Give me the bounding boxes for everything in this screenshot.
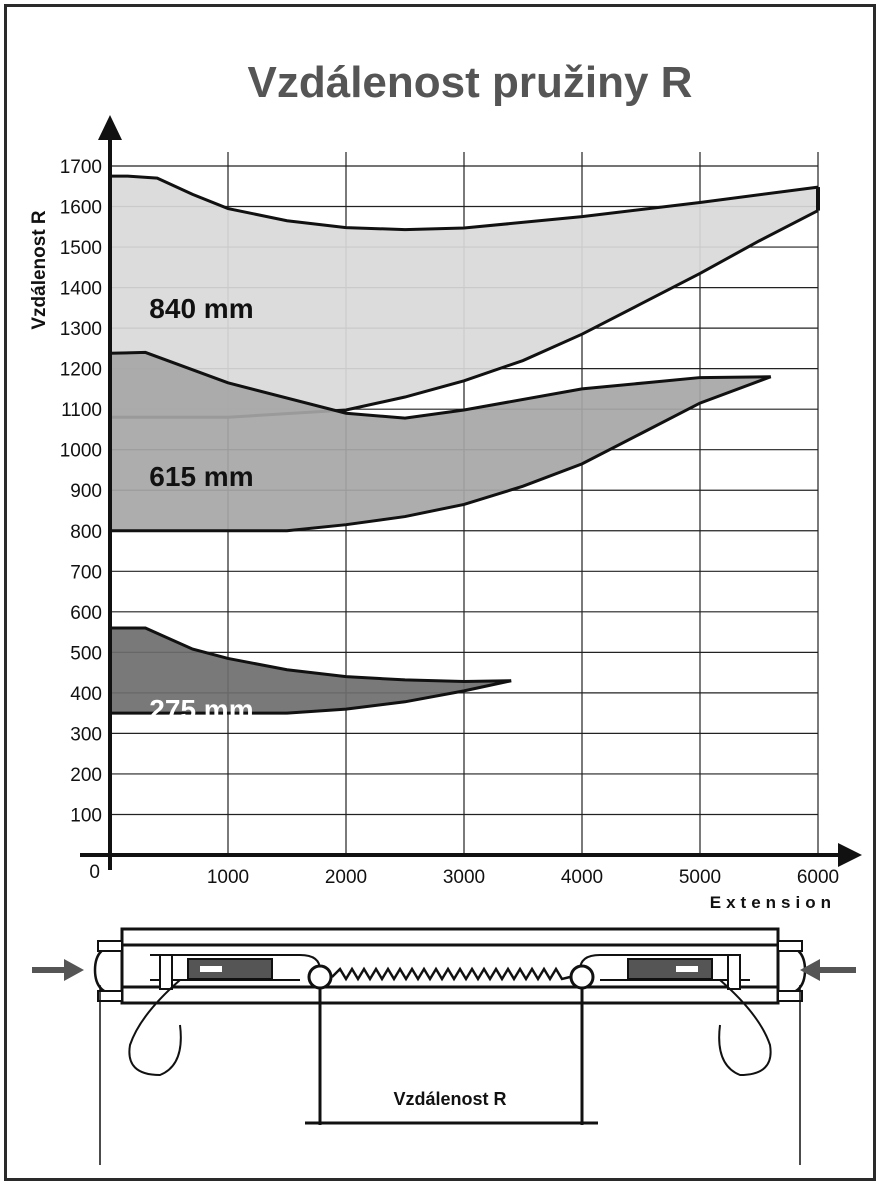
y-axis-label: Vzdálenost R xyxy=(29,210,50,330)
y-tick-label: 1200 xyxy=(60,360,102,381)
band-upper-line-0 xyxy=(110,174,819,232)
y-tick-label: 800 xyxy=(70,522,102,543)
bands xyxy=(109,174,820,715)
band-area-1 xyxy=(110,352,771,531)
y-tick-label: 700 xyxy=(70,562,102,583)
x-axis-arrow xyxy=(838,843,862,867)
band-label-1: 615 mm xyxy=(149,461,253,492)
y-tick-label: 1500 xyxy=(60,238,102,259)
spring-diagram: Vzdálenost R xyxy=(32,927,856,1165)
origin-tick-label: 0 xyxy=(89,862,100,883)
x-tick-label: 1000 xyxy=(207,867,249,888)
chart-svg: 100 200 300 400 500 600 700 800 900 1000 1100 1200 1… xyxy=(29,115,862,912)
y-tick-label: 1000 xyxy=(60,441,102,462)
band-label-0: 840 mm xyxy=(149,293,253,324)
chart-title: Vzdálenost pružiny R xyxy=(247,58,693,107)
band-area-0 xyxy=(110,176,818,418)
x-tick-label: 3000 xyxy=(443,867,485,888)
frame-rail-bottom xyxy=(120,985,780,1005)
band-labels: 840 mm 615 mm 275 mm xyxy=(149,293,253,725)
y-tick-label: 200 xyxy=(70,765,102,786)
band-lower-line-1 xyxy=(110,375,772,533)
y-tick-label: 100 xyxy=(70,805,102,826)
x-axis-label: Extension xyxy=(710,893,836,912)
spring-block-right xyxy=(627,958,713,980)
spring-coil xyxy=(331,966,571,982)
y-tick-label: 300 xyxy=(70,724,102,745)
y-tick-label: 900 xyxy=(70,481,102,502)
x-tick-label: 5000 xyxy=(679,867,721,888)
y-tick-label: 400 xyxy=(70,684,102,705)
y-tick-label: 1300 xyxy=(60,319,102,340)
y-tick-label: 600 xyxy=(70,603,102,624)
y-tick-label: 1100 xyxy=(61,400,102,421)
tick-labels: 100 200 300 400 500 600 700 800 900 1000 1100 1200 1… xyxy=(60,157,839,888)
y-tick-label: 1700 xyxy=(60,157,102,178)
y-tick-label: 1400 xyxy=(60,279,102,300)
band-area-2 xyxy=(110,628,512,714)
y-tick-label: 1600 xyxy=(60,198,102,219)
distance-label: Vzdálenost R xyxy=(393,1089,506,1109)
x-tick-label: 2000 xyxy=(325,867,367,888)
spring-block-left xyxy=(187,958,273,980)
band-upper-line-1 xyxy=(109,350,771,420)
frame-rail-top xyxy=(120,927,780,947)
axes xyxy=(80,115,862,870)
figure-frame xyxy=(4,4,876,1181)
pulley-left xyxy=(307,964,333,990)
band-upper-line-2 xyxy=(110,626,512,684)
y-tick-label: 500 xyxy=(70,643,102,664)
pulley-right xyxy=(569,964,595,990)
band-lower-line-2 xyxy=(110,679,512,715)
x-tick-label: 6000 xyxy=(797,867,839,888)
y-axis-arrow xyxy=(98,115,122,140)
x-tick-label: 4000 xyxy=(561,867,603,888)
band-label-2: 275 mm xyxy=(149,694,253,725)
